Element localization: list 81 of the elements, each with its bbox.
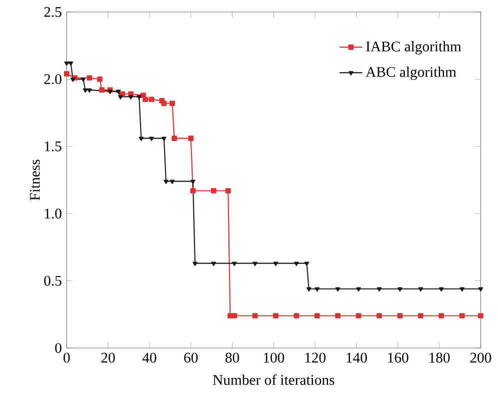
y-tick-label: 0 — [55, 343, 62, 353]
point — [97, 76, 102, 82]
point — [376, 313, 382, 318]
point — [459, 313, 465, 318]
point — [116, 90, 121, 94]
point — [314, 287, 320, 292]
point — [252, 313, 258, 318]
y-tick-label: 1.0 — [44, 208, 62, 219]
point — [335, 313, 341, 318]
point — [162, 136, 166, 142]
y-tick-label: 2.5 — [44, 7, 62, 17]
point — [294, 313, 300, 318]
point — [164, 180, 168, 184]
legend-label: ABC algorithm — [366, 66, 456, 80]
point — [170, 180, 175, 184]
point — [356, 313, 362, 318]
point — [232, 262, 237, 266]
point — [232, 313, 238, 318]
y-tick-label: 2.0 — [44, 74, 62, 84]
point — [86, 75, 92, 81]
x-tick-label: 40 — [142, 352, 156, 363]
point — [128, 95, 134, 100]
point — [80, 78, 86, 82]
point — [190, 188, 196, 194]
point — [304, 262, 310, 266]
x-tick-label: 0 — [64, 352, 70, 363]
point — [252, 262, 258, 266]
y-tick-label: 0.5 — [44, 276, 62, 286]
x-tick-label: 160 — [388, 352, 408, 363]
point — [138, 136, 144, 142]
point — [192, 262, 198, 266]
legend-label: IABC algorithm — [366, 41, 462, 54]
point — [64, 71, 70, 76]
point — [418, 287, 424, 292]
point — [68, 61, 74, 66]
point — [335, 287, 340, 292]
point — [273, 313, 278, 318]
point — [398, 287, 402, 292]
point — [170, 100, 175, 106]
point — [142, 96, 148, 102]
point — [99, 87, 105, 93]
point — [438, 287, 444, 292]
point — [460, 287, 464, 292]
x-tick-label: 120 — [305, 352, 326, 363]
point — [148, 96, 154, 102]
point — [376, 287, 382, 292]
point — [210, 188, 216, 194]
x-tick-label: 180 — [430, 352, 450, 363]
point — [172, 136, 177, 142]
y-axis-title: Fitness — [30, 160, 40, 200]
x-tick-label: 140 — [346, 352, 367, 363]
x-tick-label: 80 — [226, 352, 240, 363]
point — [397, 313, 403, 318]
point — [294, 262, 299, 266]
point — [161, 100, 167, 106]
point — [225, 188, 231, 194]
point — [87, 88, 92, 93]
x-axis-title: Number of iterations — [212, 374, 334, 385]
point — [149, 136, 154, 142]
point — [356, 287, 361, 292]
point — [190, 180, 196, 184]
point — [478, 313, 484, 318]
point — [136, 95, 142, 100]
point — [273, 262, 278, 266]
x-tick-label: 60 — [184, 352, 198, 363]
point — [64, 61, 70, 66]
point — [306, 287, 312, 292]
point — [118, 95, 123, 100]
point — [82, 88, 88, 93]
point — [478, 287, 484, 292]
point — [418, 313, 424, 318]
x-tick-label: 200 — [470, 352, 492, 363]
x-tick-label: 100 — [264, 352, 284, 363]
point — [108, 90, 113, 94]
point — [438, 313, 444, 318]
point — [188, 136, 194, 142]
y-tick-label: 1.5 — [44, 141, 62, 152]
point — [211, 262, 216, 266]
point — [314, 313, 320, 318]
point — [70, 78, 76, 82]
x-tick-label: 20 — [101, 352, 115, 363]
